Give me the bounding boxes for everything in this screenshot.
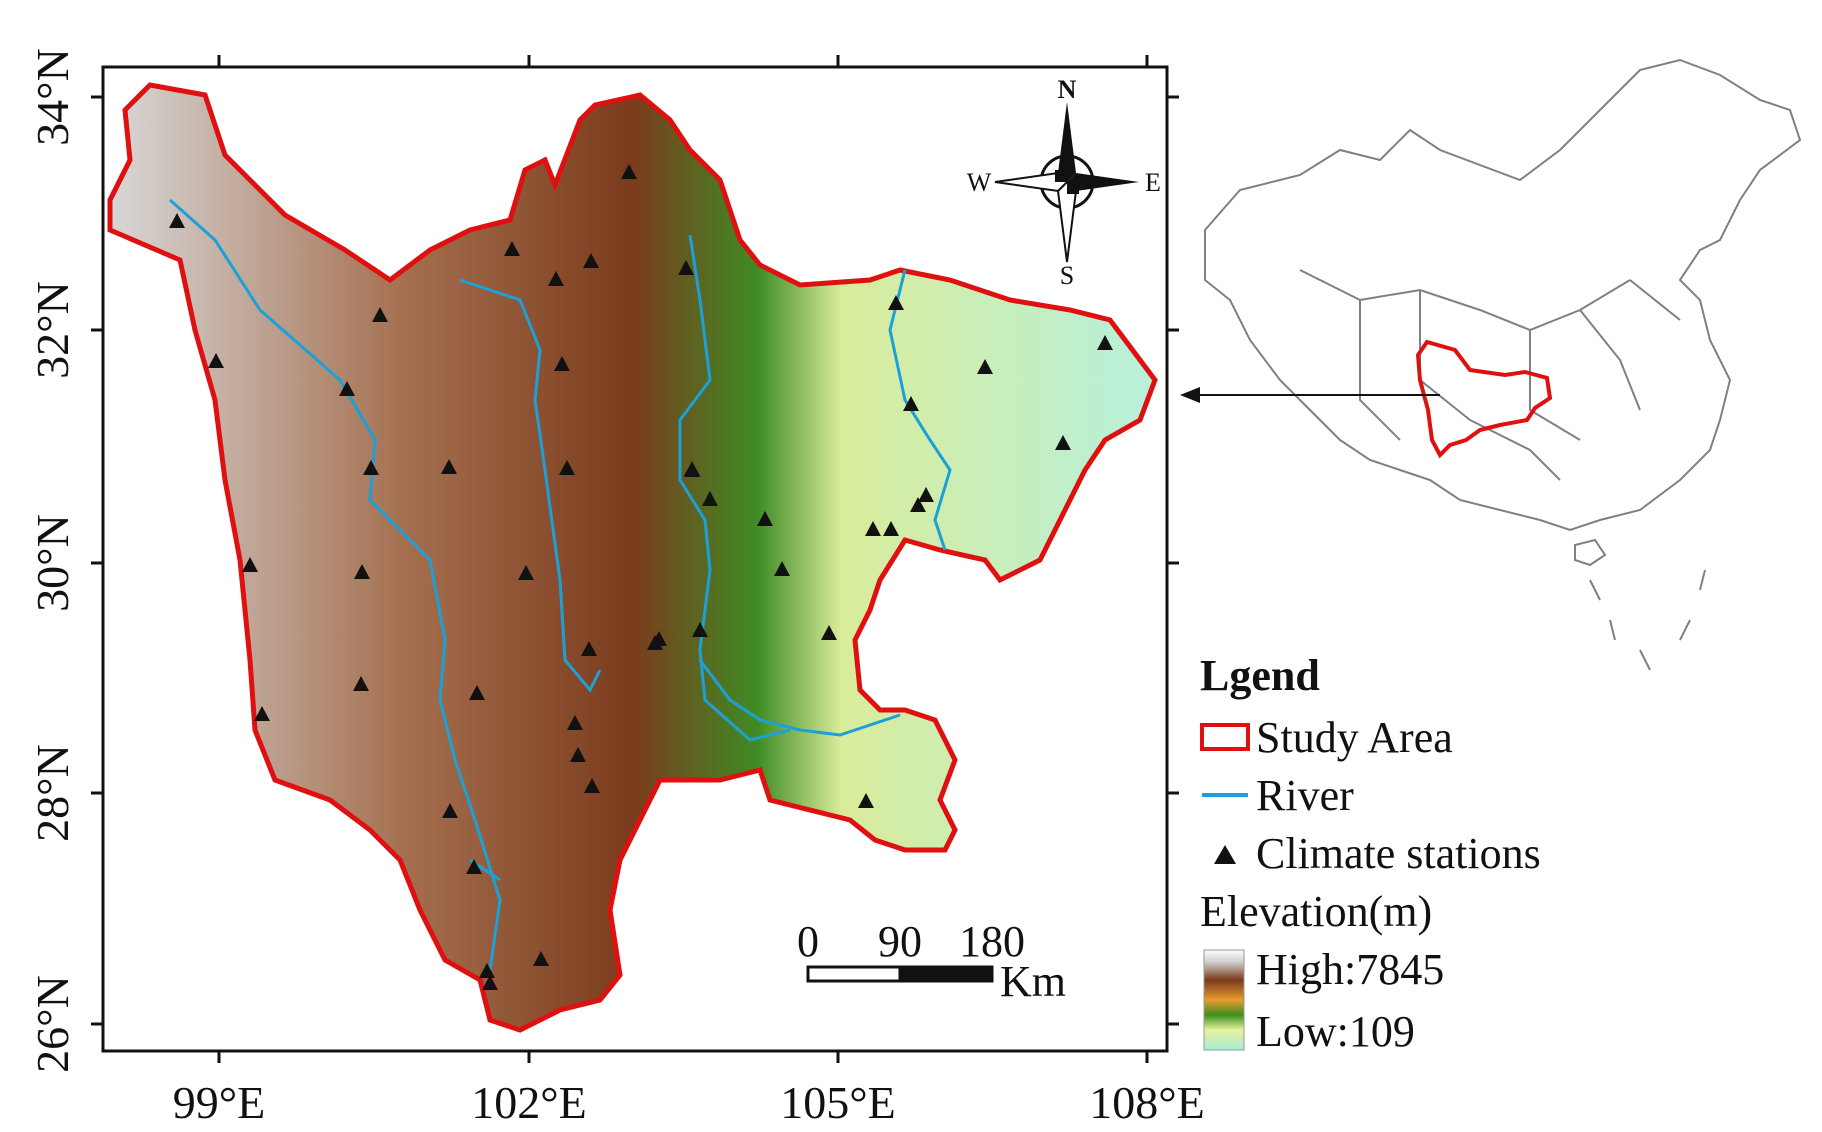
climate-station-marker (518, 565, 534, 580)
compass-west-label: W (967, 168, 992, 197)
climate-station-marker (372, 307, 388, 322)
climate-station-marker (702, 491, 718, 506)
climate-station-marker (910, 497, 926, 512)
y-tick-label: 28°N (27, 744, 78, 842)
y-axis-right-ticks (1167, 95, 1179, 1026)
legend-river-label: River (1256, 771, 1354, 820)
climate-station-marker (482, 975, 498, 990)
river-network (169, 198, 952, 971)
legend-elevation-title: Elevation(m) (1200, 887, 1432, 936)
china-inset (1204, 58, 1802, 671)
compass-east-label: E (1145, 168, 1161, 197)
climate-station-marker (903, 396, 919, 411)
scale-unit: Km (1000, 957, 1066, 1006)
climate-station-marker (441, 459, 457, 474)
climate-station-marker (647, 635, 663, 650)
legend-elevation-low: Low:109 (1256, 1007, 1415, 1056)
south-china-sea-dashes (1589, 569, 1706, 671)
legend-station-swatch (1214, 845, 1236, 864)
legend-title: Lgend (1200, 651, 1320, 700)
climate-station-marker (559, 460, 575, 475)
china-outline (1204, 58, 1802, 532)
climate-station-marker (169, 213, 185, 228)
scale-label-180: 180 (959, 917, 1025, 966)
climate-station-marker (692, 622, 708, 637)
legend-elevation-high: High:7845 (1256, 945, 1444, 994)
x-axis-top-ticks (217, 55, 1149, 67)
river-minjiang (678, 234, 791, 742)
climate-station-marker (821, 625, 837, 640)
y-tick-label: 30°N (27, 514, 78, 612)
climate-station-marker (354, 564, 370, 579)
river-jinsha (169, 198, 502, 971)
climate-station-marker (918, 487, 934, 502)
climate-station-marker (1097, 335, 1113, 350)
climate-station-marker (339, 381, 355, 396)
climate-station-marker (1055, 435, 1071, 450)
climate-station-marker (888, 295, 904, 310)
legend-stations-label: Climate stations (1256, 829, 1541, 878)
climate-station-marker (254, 706, 270, 721)
river-jialing (888, 269, 952, 551)
climate-station-marker (353, 676, 369, 691)
climate-station-marker (242, 557, 258, 572)
climate-station-marker (757, 511, 773, 526)
legend: Lgend Study Area River Climate stations … (1200, 651, 1541, 1056)
climate-station-marker (533, 951, 549, 966)
x-axis-bottom-ticks (217, 1051, 1149, 1063)
scale-label-0: 0 (797, 917, 819, 966)
climate-station-marker (554, 356, 570, 371)
climate-station-marker (621, 164, 637, 179)
river-yalong (459, 278, 602, 693)
x-axis-labels: 99°E 102°E 105°E 108°E (173, 1077, 1205, 1128)
climate-station-marker (208, 353, 224, 368)
x-tick-label: 105°E (780, 1077, 896, 1128)
climate-station-marker (584, 778, 600, 793)
climate-station-marker (567, 715, 583, 730)
scale-label-90: 90 (878, 917, 922, 966)
climate-station-marker (469, 685, 485, 700)
climate-station-marker (774, 561, 790, 576)
locator-arrow (1180, 387, 1440, 403)
compass-north-label: N (1058, 75, 1077, 104)
climate-station-marker (583, 253, 599, 268)
inset-study-area (1415, 339, 1553, 459)
hainan-island (1574, 538, 1607, 567)
climate-station-marker (581, 641, 597, 656)
map-content (107, 82, 1158, 1033)
x-tick-label: 108°E (1089, 1077, 1205, 1128)
climate-station-marker (548, 271, 564, 286)
y-tick-label: 34°N (27, 48, 78, 146)
y-tick-label: 26°N (27, 975, 78, 1073)
x-tick-label: 99°E (173, 1077, 266, 1128)
legend-study-area-swatch (1200, 723, 1250, 751)
y-tick-label: 32°N (27, 281, 78, 379)
y-axis-labels: 34°N 32°N 30°N 28°N 26°N (27, 48, 78, 1073)
x-tick-label: 102°E (471, 1077, 587, 1128)
legend-elevation-ramp (1203, 949, 1245, 1051)
climate-station-marker (883, 521, 899, 536)
climate-station-marker (865, 521, 881, 536)
climate-station-marker (977, 359, 993, 374)
climate-station-marker (466, 859, 482, 874)
climate-station-marker (858, 793, 874, 808)
climate-station-marker (684, 461, 700, 476)
study-area-terrain (107, 82, 1158, 1033)
climate-station-marker (479, 963, 495, 978)
climate-stations-layer (169, 164, 1113, 990)
compass-south-label: S (1060, 261, 1074, 290)
climate-station-marker (363, 460, 379, 475)
compass-rose: N S E W (967, 75, 1161, 290)
climate-station-marker (678, 260, 694, 275)
climate-station-marker (442, 803, 458, 818)
legend-study-area-label: Study Area (1256, 713, 1453, 762)
china-province-lines (1299, 269, 1681, 481)
climate-station-marker (504, 241, 520, 256)
river-yangtze (698, 659, 901, 737)
climate-station-marker (570, 747, 586, 762)
scale-bar: 0 90 180 Km (797, 917, 1066, 1006)
y-axis-left-ticks (91, 95, 103, 1026)
